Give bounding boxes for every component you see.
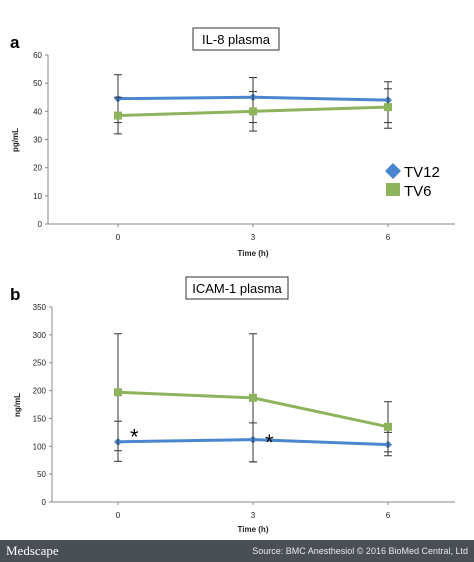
panel-b-title: ICAM-1 plasma [192, 281, 282, 296]
panel-a-ylabel: pg/mL [11, 128, 20, 152]
panel-b-ytick-label: 100 [33, 442, 47, 451]
panel-a-ytick-label: 20 [33, 164, 42, 173]
panel-a-point-tv6 [114, 111, 122, 120]
footer-bar: Medscape Source: BMC Anesthesiol © 2016 … [0, 540, 474, 562]
panel-a-letter: a [10, 33, 20, 52]
panel-b-significance-star: * [265, 430, 274, 455]
panel-b-point-tv6 [114, 388, 122, 397]
panel-b-ytick-label: 0 [42, 498, 47, 507]
source-credit: Source: BMC Anesthesiol © 2016 BioMed Ce… [252, 546, 468, 556]
panel-b-xlabel: Time (h) [238, 525, 269, 534]
panel-b-ytick-label: 250 [33, 359, 47, 368]
panel-a-point-tv6 [384, 103, 392, 112]
legend-tv12-marker [385, 163, 401, 179]
chart-figure: a IL-8 plasma pg/mL Time (h) 01020304050… [10, 27, 455, 534]
panel-b-point-tv6 [384, 422, 392, 431]
panel-a-xtick-label: 6 [386, 233, 391, 242]
legend: TV12 TV6 [385, 163, 440, 200]
panel-a-ytick-label: 30 [33, 136, 42, 145]
panel-a-title: IL-8 plasma [202, 32, 271, 47]
panel-b-ytick-label: 150 [33, 414, 47, 423]
panel-a-ytick-label: 40 [33, 107, 42, 116]
panel-b-xtick-label: 6 [386, 511, 391, 520]
legend-tv6-marker [386, 183, 400, 196]
panel-b-ytick-label: 300 [33, 331, 47, 340]
legend-tv12-label: TV12 [404, 164, 440, 181]
panel-a-title-box [192, 27, 280, 51]
panel-b-xtick-label: 0 [116, 511, 121, 520]
panel-b-ytick-label: 200 [33, 387, 47, 396]
panel-b-point-tv6 [249, 393, 257, 402]
panel-a-xtick-label: 3 [251, 233, 256, 242]
panel-b-significance-star: * [130, 424, 139, 449]
panel-a-xtick-label: 0 [116, 233, 121, 242]
panel-a: a IL-8 plasma pg/mL Time (h) 01020304050… [10, 27, 455, 258]
panel-b-ylabel: ng/mL [13, 393, 22, 417]
panel-a-point-tv6 [249, 107, 257, 116]
panel-b: b ICAM-1 plasma ng/mL Time (h) 0 50 100 150… [10, 276, 455, 534]
panel-a-ytick-label: 60 [33, 51, 42, 60]
medscape-logo: Medscape [6, 543, 59, 558]
panel-a-ytick-label: 50 [33, 79, 42, 88]
figure: a IL-8 plasma pg/mL Time (h) 0 10 20 30 40 50… [10, 27, 455, 534]
panel-a-ytick-label: 0 [38, 220, 43, 229]
panel-b-title-box [185, 276, 289, 300]
panel-b-xtick-label: 3 [251, 511, 256, 520]
panel-b-ytick-label: 50 [37, 470, 46, 479]
panel-a-ytick-label: 10 [33, 192, 42, 201]
legend-tv6-label: TV6 [404, 183, 432, 200]
panel-b-letter: b [10, 285, 20, 304]
panel-a-xlabel: Time (h) [238, 249, 269, 258]
panel-b-ytick-label: 350 [33, 303, 47, 312]
